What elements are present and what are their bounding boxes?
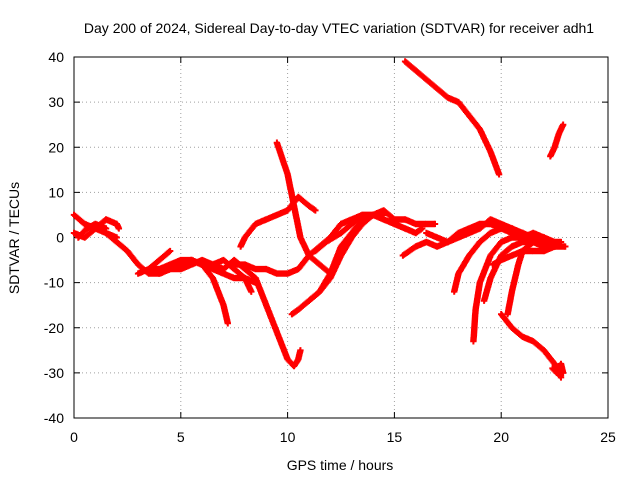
data-point	[312, 207, 319, 214]
data-series	[305, 207, 439, 304]
x-tick-label: 10	[280, 429, 296, 445]
data-point	[455, 98, 472, 118]
data-series	[451, 225, 565, 295]
data-series	[549, 360, 567, 377]
data-point	[284, 171, 297, 208]
data-series	[220, 256, 304, 370]
data-point	[263, 302, 280, 334]
data-point	[559, 121, 567, 128]
data-point	[166, 247, 174, 255]
data-point	[487, 148, 502, 177]
data-point	[224, 320, 231, 327]
data-point	[495, 171, 503, 178]
data-point	[252, 274, 269, 307]
y-tick-label: 0	[56, 230, 64, 246]
x-tick-label: 15	[387, 429, 403, 445]
y-tick-label: -30	[44, 365, 64, 381]
data-point	[248, 288, 255, 295]
data-point	[470, 308, 479, 345]
data-point	[431, 220, 439, 228]
y-tick-label: -10	[44, 275, 64, 291]
y-tick-label: 20	[48, 139, 64, 155]
chart-title: Day 200 of 2024, Sidereal Day-to-day VTE…	[84, 20, 594, 36]
y-tick-label: 30	[48, 94, 64, 110]
data-point	[209, 274, 227, 307]
data-point	[551, 243, 558, 250]
x-tick-label: 5	[177, 429, 185, 445]
data-point	[290, 202, 304, 240]
data-point	[557, 374, 565, 381]
data-point	[273, 329, 291, 362]
data-point	[75, 226, 89, 241]
data-point	[297, 347, 304, 354]
data-series	[547, 121, 567, 160]
data-point	[295, 253, 312, 273]
data-series	[312, 211, 387, 255]
data-point	[241, 222, 258, 241]
data-point	[380, 211, 387, 219]
data-point	[337, 235, 355, 259]
data-series	[504, 238, 558, 318]
data-marks	[70, 58, 569, 381]
data-point	[466, 112, 483, 132]
data-series	[273, 139, 334, 277]
data-series	[75, 220, 110, 241]
y-tick-label: 40	[48, 49, 64, 65]
data-point	[487, 240, 504, 259]
data-point	[476, 126, 494, 154]
data-point	[562, 243, 569, 250]
data-point	[305, 289, 322, 304]
data-series	[470, 229, 548, 345]
data-point	[115, 225, 123, 232]
data-point	[322, 230, 343, 246]
x-tick-label: 25	[600, 429, 616, 445]
data-point	[540, 347, 557, 366]
data-point	[455, 253, 472, 277]
data-point	[504, 290, 515, 318]
data-point	[472, 280, 483, 313]
y-axis-label: SDTVAR / TECUs	[6, 182, 22, 294]
data-series	[401, 58, 503, 178]
data-point	[476, 253, 494, 286]
y-tick-label: -20	[44, 320, 64, 336]
data-point	[124, 247, 141, 267]
data-point	[220, 302, 231, 325]
data-point	[498, 311, 515, 330]
x-axis-label: GPS time / hours	[287, 457, 394, 473]
data-point	[327, 253, 344, 282]
data-point	[273, 139, 291, 176]
data-point	[559, 369, 567, 377]
x-tick-label: 0	[70, 429, 78, 445]
data-point	[316, 276, 333, 295]
data-point	[557, 238, 565, 246]
x-tick-label: 20	[493, 429, 509, 445]
data-point	[297, 234, 312, 258]
data-point	[399, 244, 418, 259]
data-point	[466, 240, 483, 259]
data-series	[237, 193, 319, 250]
y-tick-label: 10	[48, 184, 64, 200]
axis-ticks: 0 5 10 15 20 25 -40 -30 -20 -10 0 10 20 30 40	[44, 49, 616, 445]
data-point	[241, 274, 254, 294]
data-point	[348, 222, 365, 241]
y-tick-label: -40	[44, 410, 64, 426]
